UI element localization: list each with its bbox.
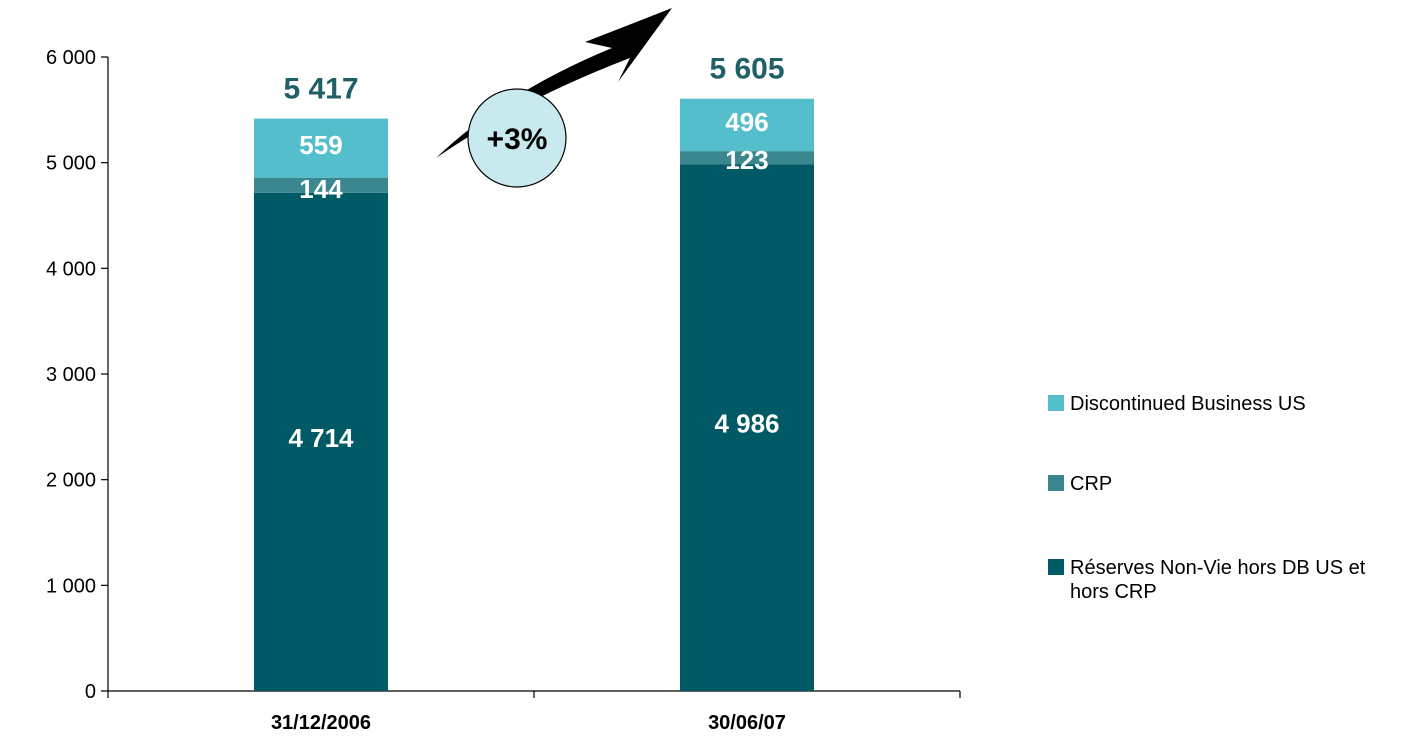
- bar-segment: [254, 118, 388, 178]
- x-tick-label: 30/06/07: [708, 712, 786, 734]
- legend-swatch: [1048, 475, 1064, 491]
- axes: 0 1 000 2 000 3 000 4 000 5 000 6 000 31/12/200…: [46, 47, 961, 734]
- x-tick-label: 31/12/2006: [271, 712, 371, 734]
- data-label: 123: [725, 145, 768, 175]
- y-tick-label: 1 000: [46, 575, 96, 597]
- legend-swatch: [1048, 395, 1064, 411]
- legend-item-crp: CRP: [1048, 472, 1390, 496]
- legend-label: CRP: [1070, 473, 1113, 495]
- growth-badge: [467, 88, 567, 188]
- bar-segment: [680, 98, 814, 152]
- y-tick-label: 4 000: [46, 258, 96, 280]
- total-label: 5 605: [709, 53, 784, 86]
- data-label: 4 986: [714, 409, 779, 439]
- total-label: 5 417: [283, 73, 358, 106]
- y-tick-label: 6 000: [46, 47, 96, 69]
- legend-item-discontinued: Discontinued Business US: [1048, 392, 1390, 416]
- bar-segment: [254, 192, 388, 691]
- bar-segment: [254, 177, 388, 193]
- y-tick-label: 0: [85, 681, 96, 703]
- bar-segment: [680, 164, 814, 691]
- growth-annotation: +3%: [436, 8, 672, 188]
- bars: [254, 98, 814, 691]
- legend-item-reserves: Réserves Non-Vie hors DB US et hors CRP: [1048, 556, 1370, 604]
- growth-label: +3%: [487, 123, 548, 156]
- legend-label: Réserves Non-Vie hors DB US et hors CRP: [1070, 557, 1366, 603]
- bar-segment: [680, 151, 814, 165]
- data-label: 144: [299, 174, 343, 204]
- labels: 4 714 144 559 5 417 4 986 123 496 5 605: [283, 53, 784, 453]
- data-label: 496: [725, 107, 768, 137]
- y-tick-label: 2 000: [46, 470, 96, 492]
- legend-label: Discontinued Business US: [1070, 393, 1306, 415]
- legend-swatch: [1048, 559, 1064, 575]
- y-tick-label: 5 000: [46, 153, 96, 175]
- data-label: 559: [299, 130, 342, 160]
- data-label: 4 714: [288, 423, 354, 453]
- y-tick-label: 3 000: [46, 364, 96, 386]
